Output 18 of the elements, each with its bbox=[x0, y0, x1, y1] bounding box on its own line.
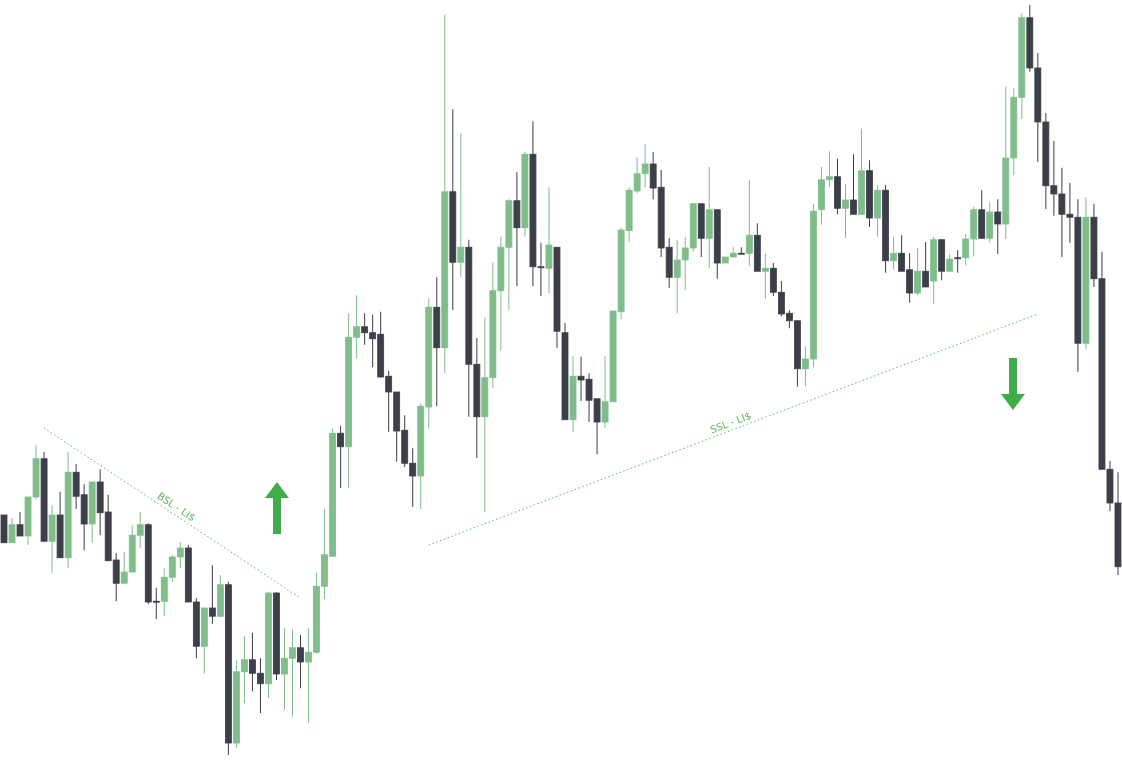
candlestick bbox=[337, 425, 344, 489]
candlestick bbox=[850, 153, 857, 215]
candlestick bbox=[842, 183, 849, 239]
text: SSL - LI$ bbox=[708, 409, 753, 436]
candlestick bbox=[994, 198, 1002, 255]
candlestick bbox=[208, 564, 216, 625]
candlestick bbox=[745, 179, 753, 267]
text: BSL - LI$ bbox=[155, 490, 198, 524]
candlestick bbox=[457, 132, 465, 278]
candlestick bbox=[545, 186, 553, 294]
candlestick bbox=[16, 511, 24, 537]
candlestick bbox=[890, 236, 897, 271]
candlestick bbox=[922, 241, 930, 288]
candlestick bbox=[914, 247, 922, 296]
candlestick bbox=[761, 252, 769, 300]
candlestick bbox=[954, 249, 962, 274]
candlestick bbox=[8, 517, 16, 544]
candlestick bbox=[297, 634, 304, 689]
